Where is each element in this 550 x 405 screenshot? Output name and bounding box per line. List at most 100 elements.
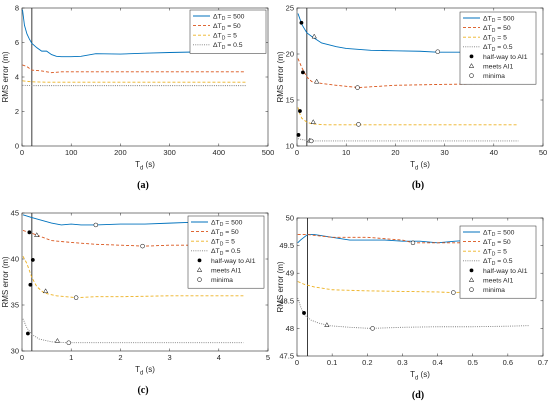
legend-entry: minima <box>483 73 505 80</box>
y-tick-label: 25 <box>286 4 294 13</box>
y-tick-label: 35 <box>11 301 19 310</box>
legend-swatch <box>469 287 474 292</box>
legend-box <box>189 9 267 54</box>
x-tick-label: 200 <box>114 148 127 157</box>
marker-minima <box>435 49 440 54</box>
marker-meets <box>314 78 320 84</box>
legend-swatch <box>469 268 474 273</box>
marker-minima <box>410 240 416 246</box>
x-axis-label: Td (s) <box>135 160 155 172</box>
x-tick-label: 20 <box>391 148 399 157</box>
y-tick-label: 49.5 <box>279 241 294 250</box>
legend-entry: half-way to AI1 <box>483 268 528 275</box>
panel-a: 0 100 200 300 400 500 0 2 4 6 8 Td (s) RMS error (m)… <box>1 4 274 192</box>
marker-half-way <box>299 20 304 25</box>
legend-entry: ΔTD = 500 <box>211 219 243 228</box>
marker-meets <box>34 232 40 237</box>
x-tick-label: 100 <box>65 148 78 157</box>
y-tick-label: 48.5 <box>279 296 294 305</box>
x-tick-label: 0.1 <box>327 358 337 367</box>
marker-minima <box>370 326 375 331</box>
marker-minima <box>93 222 99 228</box>
x-tick-label: 2 <box>118 353 122 362</box>
marker-minima <box>356 122 361 127</box>
legend-entry: ΔTD = 0.5 <box>211 248 241 257</box>
x-tick-label: 3 <box>168 353 172 362</box>
legend-swatch <box>197 277 202 282</box>
legend-entry: ΔTD = 5 <box>483 35 507 44</box>
legend-box <box>459 225 537 299</box>
x-tick-label: 0 <box>295 358 299 367</box>
x-tick-label: 500 <box>262 148 275 157</box>
x-tick-label: 4 <box>217 353 221 362</box>
x-tick-label: 1 <box>69 353 73 362</box>
legend-swatch <box>468 63 475 68</box>
marker-half-way <box>302 311 306 315</box>
y-tick-label: 48 <box>286 324 294 333</box>
marker-half-way <box>26 331 30 336</box>
marker-half-way <box>27 230 32 235</box>
legend-entry: minima <box>211 277 233 284</box>
legend-swatch <box>196 267 203 272</box>
series-line-3 <box>22 80 246 83</box>
x-tick-label: 0 <box>295 148 299 157</box>
y-axis-label: RMS error (m) <box>276 261 285 312</box>
marker-meets <box>42 288 49 294</box>
x-axis-label: Td (s) <box>410 160 430 172</box>
panel-caption: (c) <box>137 385 148 396</box>
marker-half-way <box>28 282 33 287</box>
legend-entry: minima <box>483 287 505 294</box>
x-tick-label: 0 <box>20 353 24 362</box>
legend-entry: half-way to AI1 <box>211 258 256 265</box>
y-tick-label: 20 <box>286 50 294 59</box>
y-tick-label: 40 <box>11 255 19 264</box>
marker-half-way <box>30 258 35 262</box>
marker-minima <box>451 290 456 295</box>
series-line-2 <box>22 64 246 74</box>
y-tick-label: 0 <box>15 142 19 151</box>
y-tick-label: 49 <box>286 269 294 278</box>
x-tick-label: 0.7 <box>538 358 548 367</box>
marker-minima <box>309 138 314 144</box>
x-tick-label: 300 <box>163 148 176 157</box>
panel-caption: (a) <box>137 180 149 191</box>
y-tick-label: 45 <box>11 209 19 218</box>
legend-entry: ΔTD = 0.5 <box>213 42 243 51</box>
legend-entry: ΔTD = 50 <box>211 229 239 238</box>
panel-caption: (b) <box>412 180 424 191</box>
legend-entry: meets AI1 <box>211 267 241 274</box>
x-axis-label: Td (s) <box>410 370 430 382</box>
x-tick-label: 50 <box>539 148 547 157</box>
x-tick-label: 0.2 <box>362 358 372 367</box>
y-axis-label: RMS error (m) <box>1 51 10 102</box>
legend-entry: ΔTD = 5 <box>483 249 507 258</box>
y-tick-label: 8 <box>15 4 19 13</box>
panel-caption: (d) <box>412 390 424 401</box>
y-tick-label: 15 <box>286 96 294 105</box>
x-tick-label: 0.6 <box>503 358 513 367</box>
y-tick-label: 2 <box>15 107 19 116</box>
x-tick-label: 5 <box>266 353 270 362</box>
y-tick-label: 30 <box>11 347 19 356</box>
legend-entry: ΔTD = 50 <box>483 239 511 248</box>
legend-entry: ΔTD = 5 <box>213 33 237 42</box>
legend-entry: ΔTD = 500 <box>483 229 515 238</box>
legend-entry: ΔTD = 5 <box>211 239 235 248</box>
marker-half-way <box>301 70 305 75</box>
x-axis-label: Td (s) <box>135 365 155 377</box>
legend-entry: ΔTD = 50 <box>483 25 511 34</box>
series-line-4 <box>297 138 519 142</box>
marker-minima <box>73 295 79 300</box>
x-tick-label: 40 <box>490 148 498 157</box>
series-line-1 <box>22 9 246 58</box>
legend-entry: ΔTD = 0.5 <box>483 258 513 267</box>
y-tick-label: 50 <box>286 214 294 223</box>
marker-meets <box>310 119 316 124</box>
legend-swatch <box>469 54 474 59</box>
x-tick-label: 30 <box>440 148 448 157</box>
